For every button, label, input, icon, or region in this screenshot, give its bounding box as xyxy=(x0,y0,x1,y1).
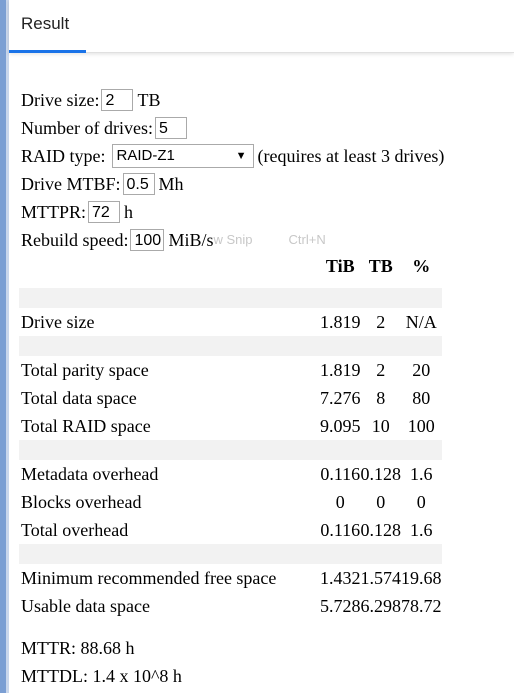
tab-result[interactable]: Result xyxy=(21,14,70,33)
table-row: Drive size 1.819 2 N/A xyxy=(21,311,437,332)
header-tb: TB xyxy=(368,255,393,276)
table-row: Total overhead 0.116 0.128 1.6 xyxy=(21,519,433,540)
table-row: Minimum recommended free space 1.432 1.5… xyxy=(21,567,442,588)
raid-type-row: RAID type: RAID-Z1 ▼ (requires at least … xyxy=(21,142,444,170)
snip-hint: w Snip xyxy=(213,232,253,247)
mttdl-text: MTTDL: 1.4 x 10^8 h xyxy=(21,666,182,686)
tab-bar: Result xyxy=(9,0,514,53)
drive-size-input[interactable]: 2 xyxy=(101,89,134,111)
table-row: Total parity space 1.819 2 20 xyxy=(21,359,431,380)
num-drives-row: Number of drives: 5 xyxy=(21,114,444,142)
mttpr-row: MTTPR: 72 h xyxy=(21,198,444,226)
table-row: Usable data space 5.728 6.298 78.72 xyxy=(21,595,442,616)
tab-active-indicator xyxy=(9,50,86,53)
header-percent: % xyxy=(412,255,431,276)
rebuild-row: Rebuild speed: 100 MiB/s w Snip Ctrl+N xyxy=(21,226,444,254)
mtbf-label: Drive MTBF: xyxy=(21,174,121,194)
reliability-summary: MTTR: 88.68 h MTTDL: 1.4 x 10^8 h xyxy=(21,634,182,690)
table-header: TiB TB % xyxy=(19,252,442,280)
separator-row xyxy=(19,440,442,460)
num-drives-input[interactable]: 5 xyxy=(154,117,187,139)
raid-form: Drive size: 2 TB Number of drives: 5 RAI… xyxy=(21,86,444,254)
snip-shortcut: Ctrl+N xyxy=(288,232,326,247)
results-table: TiB TB % Drive size 1.819 2 N/A Total pa… xyxy=(19,252,442,620)
mttr-text: MTTR: 88.68 h xyxy=(21,638,135,658)
mtbf-row: Drive MTBF: 0.5 Mh xyxy=(21,170,444,198)
table-row: Metadata overhead 0.116 0.128 1.6 xyxy=(21,463,433,484)
header-tib: TiB xyxy=(325,255,355,276)
table-row: Total data space 7.276 8 80 xyxy=(21,387,431,408)
separator-row xyxy=(19,288,442,308)
window-edge-inner xyxy=(6,0,9,693)
separator-row xyxy=(19,544,442,564)
rebuild-unit: MiB/s xyxy=(168,230,214,250)
raid-type-note: (requires at least 3 drives) xyxy=(257,146,445,166)
drive-size-row: Drive size: 2 TB xyxy=(21,86,444,114)
table-row: Total RAID space 9.095 10 100 xyxy=(21,415,435,436)
rebuild-input[interactable]: 100 xyxy=(130,229,165,251)
mttpr-input[interactable]: 72 xyxy=(88,201,121,223)
table-row: Blocks overhead 0 0 0 xyxy=(21,491,426,512)
raid-type-value: RAID-Z1 xyxy=(116,147,175,164)
num-drives-label: Number of drives: xyxy=(21,118,153,138)
rebuild-label: Rebuild speed: xyxy=(21,230,129,250)
drive-size-unit: TB xyxy=(137,90,161,110)
drive-size-label: Drive size: xyxy=(21,90,100,110)
mttpr-unit: h xyxy=(124,202,134,222)
mtbf-input[interactable]: 0.5 xyxy=(122,173,155,195)
raid-type-label: RAID type: xyxy=(21,146,106,166)
separator-row xyxy=(19,336,442,356)
mtbf-unit: Mh xyxy=(158,174,184,194)
window-edge xyxy=(0,0,6,693)
raid-type-select[interactable]: RAID-Z1 ▼ xyxy=(111,144,254,168)
chevron-down-icon: ▼ xyxy=(235,150,247,162)
mttpr-label: MTTPR: xyxy=(21,202,87,222)
